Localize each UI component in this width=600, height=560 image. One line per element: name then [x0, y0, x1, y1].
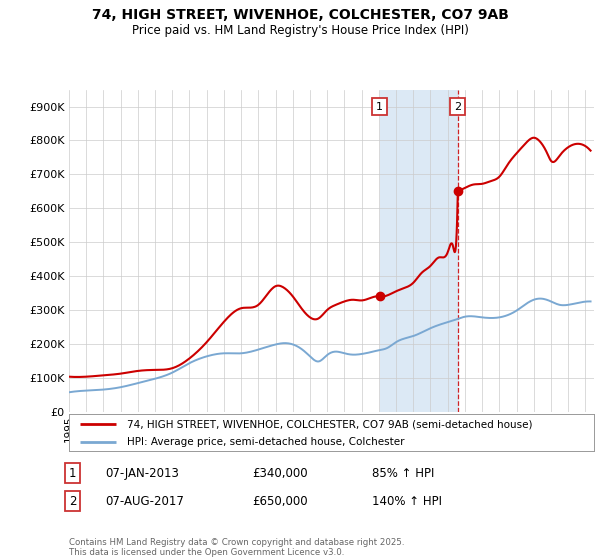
Text: 74, HIGH STREET, WIVENHOE, COLCHESTER, CO7 9AB: 74, HIGH STREET, WIVENHOE, COLCHESTER, C… [92, 8, 508, 22]
Text: £340,000: £340,000 [252, 466, 308, 480]
Text: Contains HM Land Registry data © Crown copyright and database right 2025.
This d: Contains HM Land Registry data © Crown c… [69, 538, 404, 557]
Text: 2: 2 [69, 494, 77, 508]
Text: 07-JAN-2013: 07-JAN-2013 [105, 466, 179, 480]
Text: 2: 2 [454, 101, 461, 111]
Text: 85% ↑ HPI: 85% ↑ HPI [372, 466, 434, 480]
Text: £650,000: £650,000 [252, 494, 308, 508]
Text: 07-AUG-2017: 07-AUG-2017 [105, 494, 184, 508]
Text: 1: 1 [69, 466, 77, 480]
Text: HPI: Average price, semi-detached house, Colchester: HPI: Average price, semi-detached house,… [127, 437, 404, 447]
Text: 140% ↑ HPI: 140% ↑ HPI [372, 494, 442, 508]
Text: 1: 1 [376, 101, 383, 111]
Bar [380, 90, 458, 412]
Text: Price paid vs. HM Land Registry's House Price Index (HPI): Price paid vs. HM Land Registry's House … [131, 24, 469, 36]
Text: 74, HIGH STREET, WIVENHOE, COLCHESTER, CO7 9AB (semi-detached house): 74, HIGH STREET, WIVENHOE, COLCHESTER, C… [127, 419, 532, 429]
